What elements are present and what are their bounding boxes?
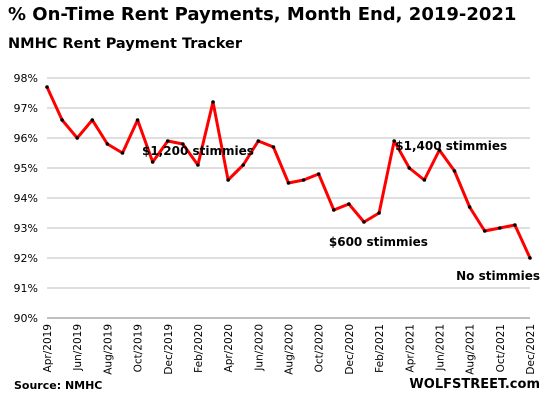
annotation-label: $600 stimmies: [329, 235, 428, 249]
data-point: [165, 139, 170, 143]
y-tick-label: 91%: [14, 282, 38, 295]
x-tick-label: Dec/2020: [344, 324, 356, 375]
x-tick-label: Dec/2019: [163, 324, 175, 375]
y-tick-label: 94%: [14, 192, 38, 205]
annotations: $1,200 stimmies $600 stimmies $1,400 stimm…: [142, 139, 540, 283]
x-tick-label: Apr/2019: [42, 324, 54, 372]
data-point: [498, 226, 502, 230]
data-point: [120, 151, 125, 155]
y-tick-label: 96%: [14, 132, 38, 145]
brand-logo: WOLFSTREET.com: [409, 377, 540, 392]
data-point: [256, 139, 261, 143]
data-point: [75, 136, 79, 140]
data-point: [271, 145, 276, 149]
data-point: [211, 100, 215, 104]
data-point: [528, 256, 532, 260]
series-line-path: [45, 86, 532, 259]
data-point: [226, 178, 230, 182]
annotation-label: $1,400 stimmies: [395, 139, 507, 153]
series-points: [45, 85, 532, 260]
data-point: [437, 148, 442, 152]
y-tick-label: 93%: [14, 222, 38, 235]
x-tick-label: Oct/2019: [133, 324, 145, 372]
x-tick-label: Jun/2021: [434, 324, 446, 372]
x-tick-label: Jun/2019: [72, 324, 84, 372]
y-tick-label: 98%: [14, 72, 38, 85]
y-tick-label: 97%: [14, 102, 38, 115]
data-point: [105, 142, 110, 146]
chart-title: % On-Time Rent Payments, Month End, 2019…: [8, 4, 517, 25]
data-point: [362, 220, 366, 224]
annotation-label: No stimmies: [456, 269, 540, 283]
data-point: [331, 208, 336, 212]
x-tick-label: Apr/2020: [223, 324, 235, 372]
data-point: [347, 202, 351, 206]
data-point: [316, 172, 321, 176]
data-point: [422, 178, 427, 182]
chart-subtitle: NMHC Rent Payment Tracker: [8, 36, 243, 52]
y-tick-label: 95%: [14, 162, 38, 175]
data-point: [513, 223, 517, 227]
data-point: [150, 160, 155, 164]
y-tick-label: 92%: [14, 252, 38, 265]
x-tick-label: Aug/2020: [284, 324, 296, 375]
data-point: [452, 169, 457, 173]
data-point: [60, 118, 64, 122]
x-tick-label: Feb/2020: [193, 324, 205, 373]
series-line: [45, 86, 532, 259]
y-axis-ticks: 90% 91% 92% 93% 94% 95% 96% 97% 98%: [14, 72, 38, 325]
data-point: [196, 163, 200, 167]
data-point: [377, 211, 381, 215]
data-point: [286, 181, 291, 185]
data-point: [135, 118, 140, 122]
x-tick-label: Dec/2021: [525, 324, 537, 375]
data-point: [467, 205, 472, 209]
data-point: [392, 139, 396, 143]
x-tick-label: Aug/2019: [102, 324, 114, 375]
x-axis-ticks: Apr/2019 Jun/2019 Aug/2019 Oct/2019 Dec/2019…: [42, 324, 537, 375]
data-point: [181, 142, 185, 146]
y-tick-label: 90%: [14, 312, 38, 325]
x-tick-label: Apr/2021: [404, 324, 416, 372]
x-tick-label: Oct/2020: [314, 324, 326, 372]
data-point: [407, 166, 412, 170]
annotation-label: $1,200 stimmies: [142, 144, 254, 158]
x-tick-label: Feb/2021: [374, 324, 386, 373]
data-point: [482, 229, 487, 233]
x-tick-label: Aug/2021: [465, 324, 477, 375]
data-point: [90, 118, 95, 122]
x-tick-label: Jun/2020: [253, 324, 265, 372]
x-tick-label: Oct/2021: [495, 324, 507, 372]
source-note: Source: NMHC: [14, 379, 103, 392]
gridlines: [47, 77, 530, 319]
data-point: [45, 85, 49, 89]
data-point: [241, 163, 246, 167]
data-point: [301, 178, 306, 182]
